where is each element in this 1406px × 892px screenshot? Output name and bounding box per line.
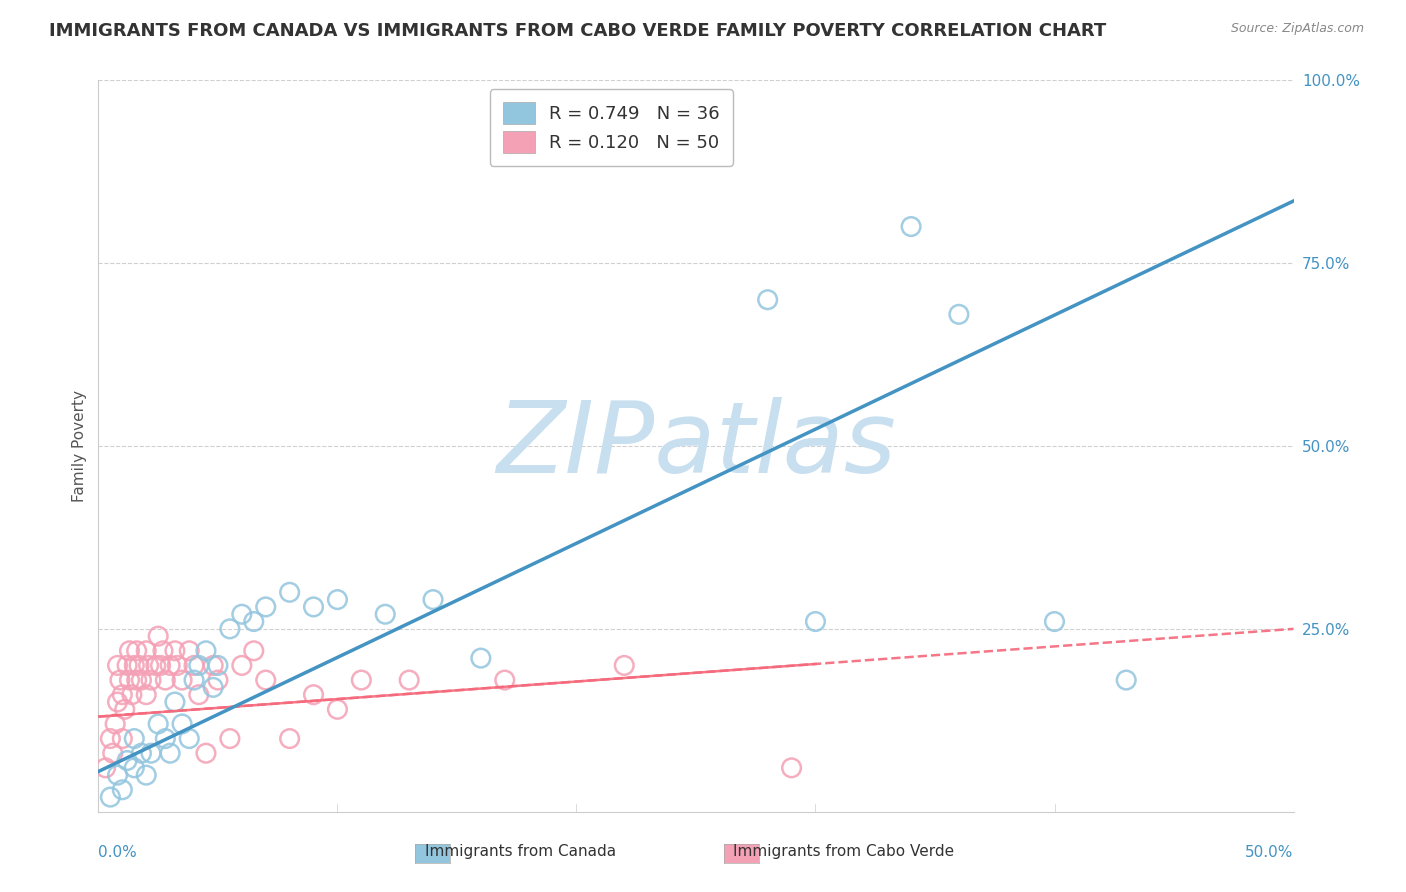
Text: Immigrants from Cabo Verde: Immigrants from Cabo Verde (733, 845, 955, 859)
Point (114, 702, 136, 716)
Point (124, 761, 146, 775)
Point (398, 673, 420, 687)
Point (135, 644, 157, 658)
Point (163, 644, 186, 658)
Point (254, 599, 277, 614)
Text: 50.0%: 50.0% (1246, 845, 1294, 860)
Point (1115, 673, 1137, 687)
Point (187, 688, 209, 702)
Point (131, 673, 153, 687)
Point (326, 702, 349, 716)
Point (374, 607, 396, 622)
Y-axis label: Family Poverty: Family Poverty (72, 390, 87, 502)
Point (302, 688, 325, 702)
Point (111, 731, 134, 746)
Point (1043, 615, 1066, 629)
Text: ZIPatlas: ZIPatlas (496, 398, 896, 494)
Point (107, 658, 129, 673)
Point (350, 673, 373, 687)
Point (900, 219, 922, 234)
Point (138, 658, 160, 673)
Point (155, 731, 177, 746)
Point (756, 293, 779, 307)
Text: IMMIGRANTS FROM CANADA VS IMMIGRANTS FROM CABO VERDE FAMILY POVERTY CORRELATION : IMMIGRANTS FROM CANADA VS IMMIGRANTS FRO… (49, 22, 1107, 40)
Point (159, 658, 181, 673)
Point (148, 717, 170, 731)
Point (326, 592, 349, 607)
Point (124, 731, 146, 746)
Point (148, 629, 170, 643)
Point (98, 731, 122, 746)
Point (207, 658, 229, 673)
Point (135, 768, 157, 782)
Point (108, 673, 131, 687)
Legend: R = 0.749   N = 36, R = 0.120   N = 50: R = 0.749 N = 36, R = 0.120 N = 50 (489, 89, 733, 166)
Point (187, 658, 209, 673)
Point (163, 695, 186, 709)
Point (422, 592, 444, 607)
Point (107, 695, 129, 709)
Point (107, 768, 129, 782)
Point (202, 658, 225, 673)
Point (101, 746, 124, 760)
Point (166, 658, 188, 673)
Point (131, 746, 153, 760)
Point (172, 717, 194, 731)
Point (121, 688, 143, 702)
Point (243, 644, 266, 658)
Text: 0.0%: 0.0% (98, 845, 138, 860)
Point (278, 585, 301, 599)
Point (254, 673, 277, 687)
Point (613, 658, 636, 673)
Point (179, 644, 201, 658)
Point (111, 688, 134, 702)
Point (125, 644, 148, 658)
Point (219, 731, 242, 746)
Point (128, 658, 150, 673)
Point (124, 658, 146, 673)
Point (159, 746, 181, 760)
Point (152, 644, 174, 658)
Point (207, 673, 229, 687)
Point (494, 673, 516, 687)
Point (179, 731, 201, 746)
Point (183, 658, 205, 673)
Point (278, 731, 301, 746)
Point (98, 790, 122, 805)
Point (183, 673, 205, 687)
Point (94, 761, 117, 775)
Point (804, 615, 827, 629)
Point (780, 761, 803, 775)
Point (118, 644, 141, 658)
Point (111, 782, 134, 797)
Point (195, 746, 218, 760)
Point (145, 658, 167, 673)
Point (135, 688, 157, 702)
Point (302, 599, 325, 614)
Point (118, 673, 141, 687)
Point (155, 673, 177, 687)
Point (139, 746, 162, 760)
Point (243, 615, 266, 629)
Point (172, 673, 194, 687)
Point (231, 658, 253, 673)
Point (470, 651, 492, 665)
Point (125, 673, 148, 687)
Point (139, 673, 162, 687)
Point (149, 658, 172, 673)
Point (202, 681, 225, 695)
Point (948, 307, 970, 321)
Point (195, 644, 218, 658)
Point (104, 717, 127, 731)
Point (219, 622, 242, 636)
Point (115, 754, 138, 768)
Text: Source: ZipAtlas.com: Source: ZipAtlas.com (1230, 22, 1364, 36)
Point (231, 607, 253, 622)
Text: Immigrants from Canada: Immigrants from Canada (425, 845, 616, 859)
Point (115, 658, 138, 673)
